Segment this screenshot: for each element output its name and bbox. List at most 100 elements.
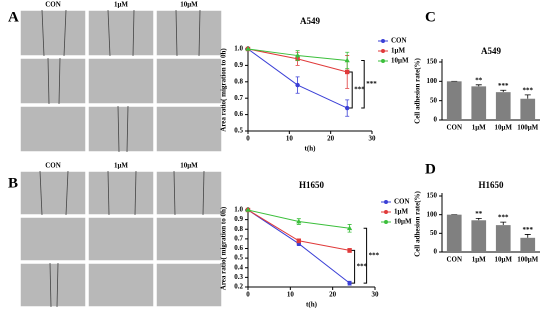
- y-tick-label: 0: [434, 248, 438, 256]
- column-label: 1μM: [114, 162, 128, 170]
- error-bar: [524, 234, 531, 238]
- x-tick-label: 30: [369, 135, 377, 143]
- micrograph: [19, 216, 87, 262]
- significance: ***: [357, 262, 368, 270]
- micrograph: [19, 262, 87, 308]
- error-bar: [475, 84, 482, 87]
- bar: [520, 237, 536, 252]
- legend-label: 10μM: [394, 218, 412, 226]
- y-tick-label: 0.6: [234, 110, 243, 118]
- bar: [471, 86, 487, 120]
- y-tick-label: 0.9: [234, 215, 243, 223]
- y-tick-label: 100: [427, 210, 438, 218]
- scratch-edge: [134, 170, 137, 216]
- panel-letter: B: [8, 175, 18, 191]
- x-tick-label: 0: [246, 291, 250, 299]
- bar: [495, 225, 511, 252]
- scratch-edge: [132, 9, 135, 57]
- significance: ***: [366, 80, 377, 88]
- y-tick-label: 1.0: [234, 45, 243, 53]
- micrograph: [19, 9, 87, 57]
- significance: ***: [498, 214, 509, 222]
- column-label: 10μM: [180, 162, 198, 170]
- y-axis-label: Area ratio( migration to 0h): [220, 206, 228, 290]
- significance: ***: [354, 86, 365, 94]
- scratch-edge: [126, 105, 129, 153]
- micrograph: [155, 170, 223, 216]
- significance-bracket: [351, 249, 356, 284]
- y-tick-label: 0.8: [234, 225, 243, 233]
- micrograph: [19, 170, 87, 216]
- point: [347, 225, 353, 231]
- significance: ***: [369, 251, 380, 259]
- images-b: [19, 170, 223, 308]
- x-tick-label: 10μM: [494, 256, 512, 264]
- point: [296, 238, 301, 243]
- column-label: CON: [45, 162, 61, 170]
- y-tick-label: 0.3: [234, 273, 243, 281]
- bar: [471, 220, 487, 252]
- significance: **: [475, 76, 483, 84]
- significance: ***: [523, 86, 534, 94]
- legend-label: 10μM: [391, 57, 409, 65]
- significance-bracket: [361, 59, 365, 109]
- y-tick-label: 150: [427, 58, 438, 66]
- point: [295, 82, 300, 88]
- point: [245, 46, 251, 51]
- chart-title: A549: [300, 16, 320, 26]
- y-tick-label: 100: [427, 77, 438, 85]
- bar: [446, 81, 462, 120]
- scratch-edge: [47, 57, 50, 105]
- point: [296, 218, 302, 224]
- y-tick-label: 0.6: [234, 244, 243, 252]
- y-tick-label: 150: [427, 192, 438, 200]
- significance: ***: [498, 82, 509, 90]
- y-tick-label: 0.9: [234, 61, 243, 69]
- legend-marker: [381, 59, 385, 63]
- x-tick-label: 100μM: [517, 256, 538, 264]
- micrograph: [87, 9, 155, 57]
- legend-marker: [384, 210, 388, 214]
- bar: [446, 214, 462, 252]
- scratch-edge: [56, 262, 59, 308]
- micrograph: [87, 57, 155, 105]
- micrograph: [155, 216, 223, 262]
- panel-letter: A: [8, 9, 19, 25]
- x-tick-label: 10μM: [494, 124, 512, 132]
- x-axis-label: t(h): [305, 145, 317, 153]
- y-tick-label: 0.7: [234, 94, 243, 102]
- x-tick-label: CON: [446, 124, 462, 132]
- error-bar: [500, 221, 507, 226]
- micrograph: [155, 262, 223, 308]
- micrograph: [155, 105, 223, 153]
- panel-letter: D: [425, 161, 436, 177]
- scratch-edge: [41, 9, 45, 57]
- scratch-edge: [63, 9, 67, 57]
- x-tick-label: 0: [246, 135, 250, 143]
- micrograph: [87, 216, 155, 262]
- micrograph: [87, 105, 155, 153]
- x-tick-label: 30: [372, 291, 380, 299]
- x-tick-label: 1μM: [472, 256, 486, 264]
- micrograph: [155, 57, 223, 105]
- significance-bracket: [363, 227, 368, 284]
- y-axis-label: Area ratio( migration to 0h): [220, 48, 228, 132]
- micrograph: [87, 262, 155, 308]
- significance: **: [475, 210, 483, 218]
- point: [347, 280, 352, 286]
- y-tick-label: 0: [434, 116, 438, 124]
- chart-title: A549: [481, 46, 501, 56]
- scratch-edge: [39, 170, 43, 216]
- bar: [495, 92, 511, 120]
- y-tick-label: 1.0: [234, 206, 243, 214]
- y-tick-label: 0.8: [234, 77, 243, 85]
- column-label: 1μM: [114, 1, 128, 9]
- panel-letter: C: [425, 9, 436, 25]
- chart-title: H1650: [478, 180, 504, 190]
- scratch-edge: [49, 262, 52, 308]
- point: [245, 207, 251, 212]
- x-tick-label: 10: [287, 291, 295, 299]
- legend-marker: [384, 200, 388, 204]
- scratch-edge: [173, 170, 176, 216]
- scratch-edge: [65, 170, 69, 216]
